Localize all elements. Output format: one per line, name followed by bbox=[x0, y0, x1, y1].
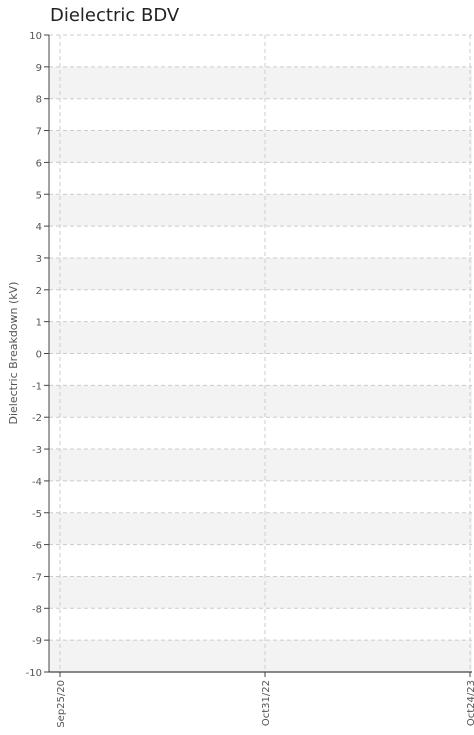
y-tick-label: 1 bbox=[36, 318, 42, 329]
y-tick-label: -10 bbox=[26, 668, 42, 679]
grid-band bbox=[49, 385, 472, 418]
grid-band bbox=[49, 66, 472, 99]
y-tick-label: 7 bbox=[36, 127, 42, 138]
y-tick-label: 6 bbox=[36, 158, 42, 169]
alternating-bands bbox=[49, 66, 472, 672]
grid-band bbox=[49, 321, 472, 354]
grid-band bbox=[49, 449, 472, 481]
grid-band bbox=[49, 512, 472, 545]
y-tick-label: -7 bbox=[32, 572, 42, 583]
x-tick-label: Sep25/20 bbox=[56, 680, 67, 728]
x-tick-label: Oct24/23 bbox=[466, 680, 474, 726]
grid-band bbox=[49, 640, 472, 672]
vertical-gridlines bbox=[59, 35, 471, 672]
x-tick-label: Oct31/22 bbox=[261, 680, 272, 726]
y-tick-label: 9 bbox=[36, 63, 42, 74]
y-axis-label: Dielectric Breakdown (kV) bbox=[7, 282, 20, 425]
y-tick-label: 5 bbox=[36, 190, 42, 201]
y-tick-label: 10 bbox=[29, 31, 42, 42]
x-axis-ticks: Sep25/20 Oct31/22 Oct24/23 bbox=[56, 672, 474, 728]
y-tick-label: 8 bbox=[36, 95, 42, 106]
y-tick-label: 2 bbox=[36, 286, 42, 297]
horizontal-gridlines bbox=[49, 34, 472, 641]
grid-band bbox=[49, 130, 472, 163]
y-tick-label: -4 bbox=[32, 477, 42, 488]
y-tick-label: 0 bbox=[36, 350, 42, 361]
y-tick-label: -6 bbox=[32, 541, 42, 552]
grid-band bbox=[49, 194, 472, 227]
y-tick-label: -9 bbox=[32, 636, 42, 647]
grid-band bbox=[49, 576, 472, 609]
y-tick-label: -3 bbox=[32, 445, 42, 456]
y-tick-label: -5 bbox=[32, 509, 42, 520]
y-tick-label: -2 bbox=[32, 413, 42, 424]
y-tick-label: -8 bbox=[32, 604, 42, 615]
y-tick-label: -1 bbox=[32, 381, 42, 392]
y-tick-label: 4 bbox=[36, 222, 42, 233]
chart-title: Dielectric BDV bbox=[50, 5, 180, 26]
grid-band bbox=[49, 257, 472, 290]
y-tick-label: 3 bbox=[36, 254, 42, 265]
